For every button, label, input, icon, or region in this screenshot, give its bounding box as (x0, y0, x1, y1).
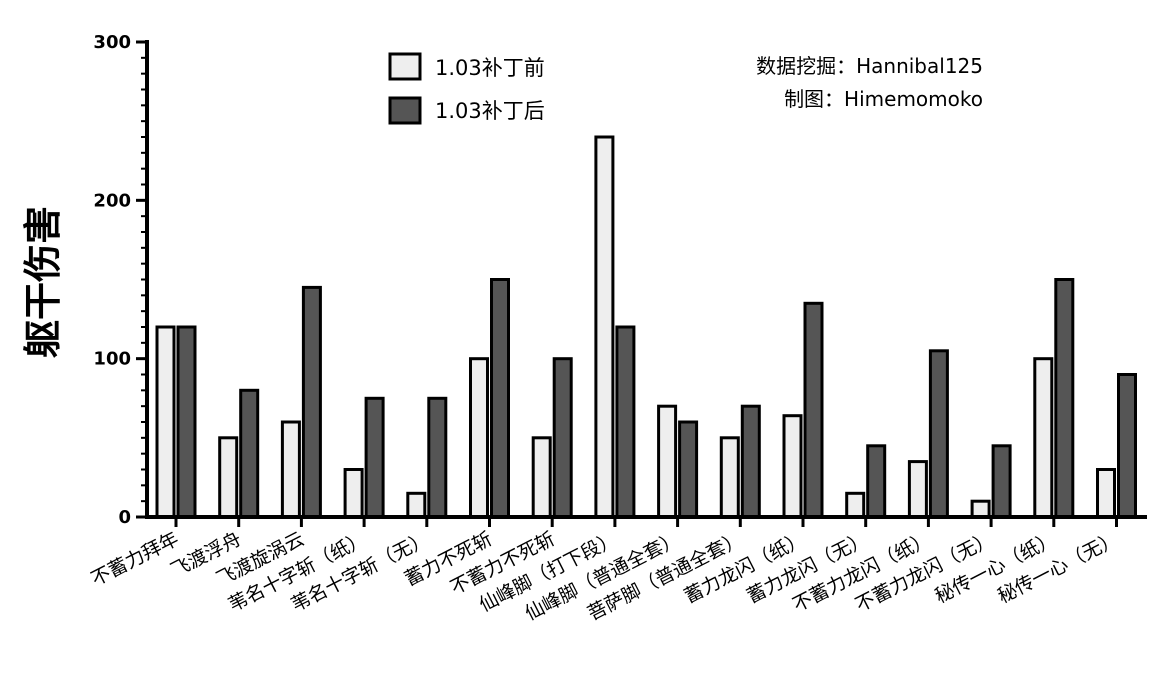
bar-before-15 (1033, 357, 1054, 519)
y-tick-label: 0 (118, 507, 131, 528)
bar-before-13 (907, 460, 928, 519)
bar-before-9 (657, 404, 678, 519)
bar-before-12 (845, 491, 866, 519)
y-ticks-group: 0 100 200 300 (93, 32, 147, 528)
legend-swatch-before (388, 52, 422, 81)
legend-label-before: 1.03补丁前 (435, 56, 545, 80)
bar-before-1 (155, 325, 176, 519)
bar-after-11 (803, 301, 824, 519)
y-axis-label: 躯干伤害 (21, 206, 65, 358)
legend: 1.03补丁前 1.03补丁后 (388, 52, 545, 125)
bar-after-8 (615, 325, 636, 519)
bar-after-5 (427, 396, 448, 519)
bar-after-2 (239, 388, 260, 519)
legend-label-after: 1.03补丁后 (435, 99, 545, 123)
bar-before-8 (594, 135, 615, 519)
bar-before-14 (970, 499, 991, 519)
bar-after-9 (678, 420, 699, 519)
x-tick-label: 不蓄力拜年 (88, 528, 183, 591)
y-tick-label: 100 (93, 349, 131, 370)
bar-before-16 (1096, 468, 1116, 519)
bars-group (155, 135, 1137, 519)
x-labels-group: 不蓄力拜年飞渡浮舟飞渡旋涡云苇名十字斩（纸）苇名十字斩（无）蓄力不死斩不蓄力不死… (88, 528, 1123, 625)
bar-after-7 (552, 357, 573, 519)
bar-after-16 (1117, 373, 1137, 519)
bar-before-4 (343, 468, 364, 519)
bar-after-6 (490, 278, 510, 519)
bar-after-4 (364, 396, 385, 519)
bar-after-13 (928, 349, 949, 519)
bar-after-10 (740, 404, 761, 519)
bar-after-15 (1054, 278, 1075, 519)
bar-after-3 (301, 285, 322, 519)
bar-after-12 (866, 444, 887, 519)
y-tick-label: 300 (93, 32, 131, 53)
bar-before-6 (469, 357, 489, 519)
bar-before-10 (719, 436, 740, 519)
bar-before-7 (531, 436, 552, 519)
legend-swatch-after (388, 96, 422, 125)
annotation-data-mining: 数据挖掘：Hannibal125 (756, 54, 983, 78)
bar-after-1 (176, 325, 197, 519)
y-tick-label: 200 (93, 190, 131, 211)
bar-after-14 (991, 444, 1012, 519)
bar-before-11 (782, 414, 803, 519)
bar-before-3 (280, 420, 301, 519)
bar-before-2 (218, 436, 239, 519)
annotation-chart-author: 制图：Himemomoko (784, 87, 983, 111)
bar-before-5 (406, 491, 427, 519)
